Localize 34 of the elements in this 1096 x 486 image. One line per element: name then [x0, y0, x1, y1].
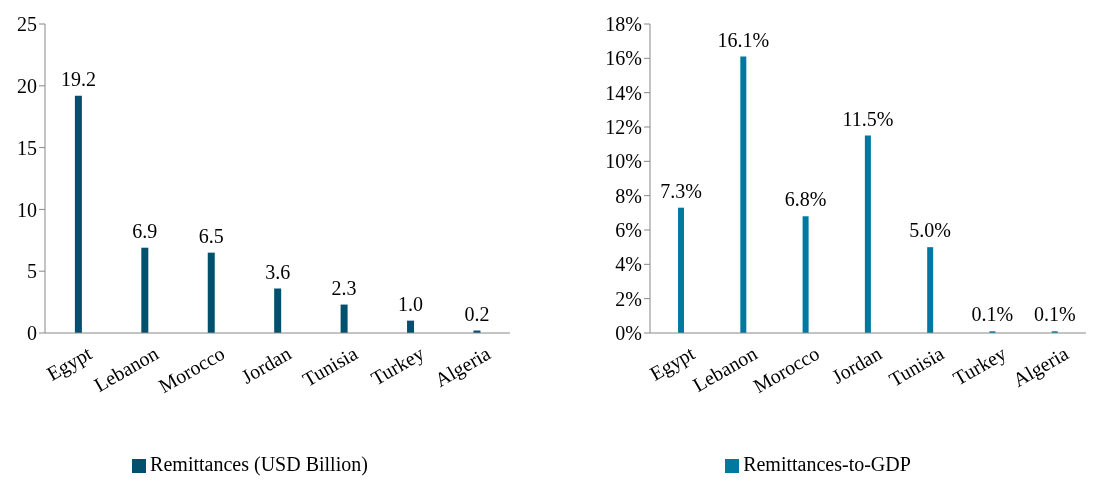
- y-tick-label: 18%: [605, 13, 642, 36]
- data-label: 19.2: [60, 67, 96, 90]
- y-tick-label: 25: [17, 13, 37, 36]
- y-tick-label: 4%: [615, 253, 642, 276]
- y-tick-label: 2%: [615, 287, 642, 310]
- data-label: 0.1%: [1033, 303, 1076, 326]
- y-tick-label: 5: [27, 260, 37, 283]
- x-tick-label: Jordan: [237, 341, 295, 388]
- y-tick-label: 0: [27, 322, 37, 345]
- data-label: 0.1%: [971, 303, 1014, 326]
- data-label: 16.1%: [717, 28, 770, 51]
- legend-label: Remittances-to-GDP: [743, 453, 911, 475]
- data-label: 0.2: [464, 302, 490, 325]
- x-tick-label: Jordan: [828, 341, 886, 388]
- y-tick-label: 8%: [615, 184, 642, 207]
- y-tick-label: 10%: [605, 150, 642, 173]
- y-tick-label: 15: [17, 136, 37, 159]
- data-label: 2.3: [331, 276, 357, 299]
- y-tick-label: 16%: [605, 47, 642, 70]
- y-tick-label: 0%: [615, 322, 642, 345]
- data-label: 7.3%: [660, 179, 702, 202]
- data-label: 6.9: [132, 219, 158, 242]
- y-tick-label: 6%: [615, 219, 642, 242]
- data-label: 3.6: [265, 260, 291, 283]
- y-tick-label: 14%: [605, 81, 642, 104]
- data-label: 6.5: [198, 224, 224, 247]
- data-label: 5.0%: [909, 219, 952, 242]
- y-tick-label: 12%: [605, 116, 642, 139]
- y-tick-label: 20: [17, 74, 37, 97]
- y-tick-label: 10: [17, 198, 37, 221]
- legend-label: Remittances (USD Billion): [150, 453, 368, 475]
- data-label: 1.0: [398, 292, 424, 315]
- data-label: 6.8%: [784, 188, 827, 211]
- data-label: 11.5%: [842, 107, 894, 130]
